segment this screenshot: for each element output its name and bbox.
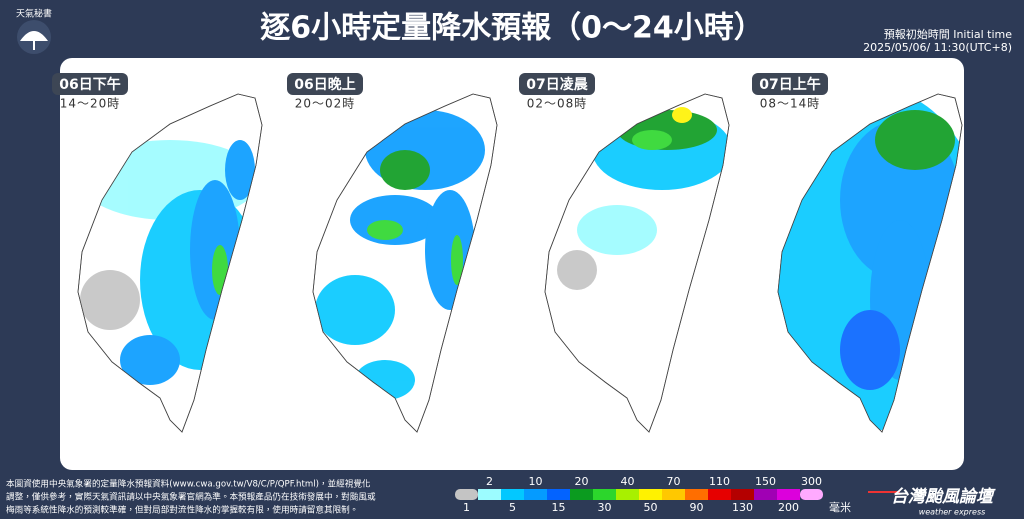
legend-swatch: [570, 489, 593, 500]
legend-swatch: [501, 489, 524, 500]
init-label: 預報初始時間 Initial time: [884, 27, 1013, 41]
legend-threshold: 200: [778, 501, 799, 514]
forecast-map: 06日下午 14～20時: [52, 73, 263, 433]
brand: 台灣颱風論壇: [891, 487, 996, 507]
legend-swatch: [777, 489, 800, 500]
taiwan-outline: [777, 93, 963, 433]
legend-swatch: [662, 489, 685, 500]
taiwan-outline: [312, 93, 498, 433]
taiwan-outline: [77, 93, 263, 433]
legend-unit: 毫米: [829, 500, 851, 514]
rain-blob: [315, 275, 395, 345]
legend-swatch: [455, 489, 478, 500]
period-day: 06日下午: [59, 76, 120, 93]
period-day: 06日晚上: [294, 76, 355, 93]
rain-blob: [632, 130, 672, 150]
rain-blob: [451, 235, 463, 285]
rain-blob: [380, 150, 430, 190]
period-badge: [519, 73, 595, 95]
legend-swatch: [524, 489, 547, 500]
legend-threshold: 300: [801, 475, 822, 488]
title: 逐6小時定量降水預報（0～24小時）: [260, 11, 764, 46]
legend-threshold: 150: [755, 475, 776, 488]
period-hours: 20～02時: [295, 97, 356, 111]
brand-sub: weather express: [919, 508, 986, 517]
legend-threshold: 15: [552, 501, 566, 514]
period-badge: [752, 73, 828, 95]
legend-threshold: 130: [732, 501, 753, 514]
note-line: 梅雨等系統性降水的預測較準確，但對局部對流性降水的掌握較有限，使用時請留意其限制…: [6, 504, 358, 516]
rain-blob: [557, 250, 597, 290]
legend-threshold: 2: [486, 475, 493, 488]
legend-swatch: [754, 489, 777, 500]
period-hours: 02～08時: [527, 97, 588, 111]
legend-threshold: 10: [529, 475, 543, 488]
map-panel: [60, 58, 964, 470]
legend-threshold: 40: [621, 475, 635, 488]
legend-swatch: [547, 489, 570, 500]
period-hours: 08～14時: [760, 97, 821, 111]
taiwan-outline: [544, 93, 730, 433]
legend-swatch: [478, 489, 501, 500]
note-line: 調整，僅供參考，實際天氣資訊請以中央氣象署官網為準。本預報產品仍在技術發展中，對…: [6, 491, 376, 503]
rain-blob: [225, 140, 255, 200]
legend-threshold: 90: [690, 501, 704, 514]
legend-swatch: [593, 489, 616, 500]
legend-threshold: 30: [598, 501, 612, 514]
period-day: 07日凌晨: [526, 76, 588, 93]
legend-swatch: [731, 489, 754, 500]
logo-text: 天氣秘書: [16, 8, 52, 20]
period-badge: [287, 73, 363, 95]
rain-blob: [80, 270, 140, 330]
rain-blob: [875, 110, 955, 170]
rain-blob: [840, 310, 900, 390]
period-badge: [52, 73, 128, 95]
note: 本圖資使用中央氣象署的定量降水預報資料(www.cwa.gov.tw/V8/C/…: [6, 478, 376, 516]
init-time: 2025/05/06/ 11:30(UTC+8): [863, 41, 1012, 54]
legend-threshold: 20: [575, 475, 589, 488]
legend-threshold: 1: [463, 501, 470, 514]
legend-threshold: 70: [667, 475, 681, 488]
legend-threshold: 5: [509, 501, 516, 514]
legend-threshold: 110: [709, 475, 730, 488]
legend-swatch: [685, 489, 708, 500]
rain-blob: [577, 205, 657, 255]
note-line: 本圖資使用中央氣象署的定量降水預報資料(www.cwa.gov.tw/V8/C/…: [6, 478, 371, 490]
rain-blob: [367, 220, 403, 240]
legend-swatch: [616, 489, 639, 500]
legend-swatch: [639, 489, 662, 500]
legend-threshold: 50: [644, 501, 658, 514]
rain-blob: [120, 335, 180, 385]
period-hours: 14～20時: [60, 97, 121, 111]
rain-blob: [672, 107, 692, 123]
legend-swatch: [708, 489, 731, 500]
logo-umbrella: [19, 31, 49, 50]
legend-swatch: [800, 489, 823, 500]
period-day: 07日上午: [759, 76, 820, 93]
